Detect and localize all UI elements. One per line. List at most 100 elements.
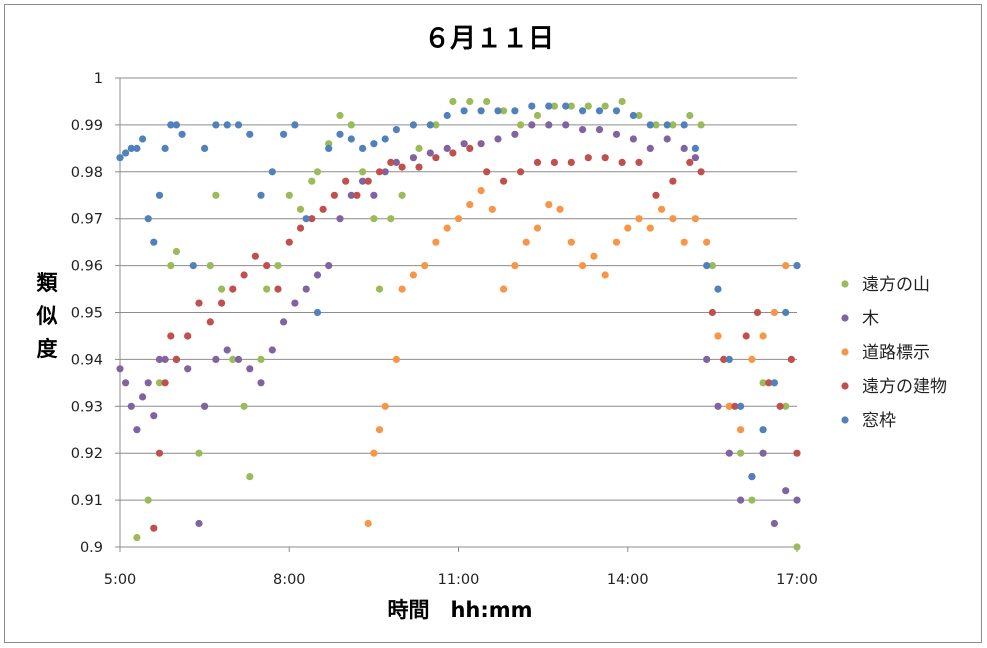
data-point — [725, 449, 733, 457]
y-axis-title-char: 似 — [36, 304, 58, 328]
data-point — [793, 449, 801, 457]
data-point — [567, 158, 575, 166]
y-tick-labels: 0.9 0.91 0.92 0.93 0.94 0.95 0.96 0.97 0.98 0.99 1 — [71, 71, 103, 556]
data-point — [669, 215, 677, 223]
data-point — [291, 299, 299, 307]
data-point — [725, 355, 733, 363]
data-point — [522, 238, 530, 246]
legend-item: 遠方の山 — [841, 275, 930, 295]
data-point — [364, 519, 372, 528]
data-point — [426, 149, 434, 157]
y-tick-label: 0.97 — [71, 212, 103, 228]
data-point — [167, 262, 175, 270]
data-point — [313, 168, 322, 176]
data-point — [212, 191, 220, 199]
data-point — [703, 262, 711, 270]
data-point — [263, 285, 271, 293]
data-point — [629, 111, 638, 120]
data-point — [477, 107, 485, 115]
data-point — [517, 121, 525, 129]
data-point — [161, 379, 169, 387]
data-point — [426, 121, 434, 129]
series-窓枠 — [116, 102, 801, 481]
data-point — [579, 262, 587, 270]
data-point — [387, 215, 395, 223]
y-tick-label: 0.96 — [71, 259, 103, 275]
data-point — [443, 111, 451, 120]
data-point — [375, 426, 384, 434]
data-point — [500, 177, 508, 185]
data-point — [443, 144, 451, 152]
data-point — [234, 355, 243, 363]
data-point — [646, 224, 654, 232]
data-point — [725, 402, 733, 410]
data-point — [201, 144, 209, 152]
data-point — [150, 412, 158, 420]
series-遠方の建物 — [150, 144, 801, 532]
data-point — [477, 140, 485, 148]
data-point — [133, 426, 141, 434]
data-point — [691, 154, 700, 162]
data-point — [782, 308, 790, 317]
data-point — [443, 224, 451, 232]
data-point — [206, 318, 214, 326]
data-point — [624, 224, 632, 232]
legend-marker — [841, 416, 849, 424]
data-point — [652, 191, 660, 199]
data-point — [409, 154, 417, 162]
data-point — [285, 238, 293, 246]
data-point — [449, 149, 457, 157]
data-point — [308, 177, 316, 185]
data-point — [172, 121, 180, 129]
data-point — [325, 144, 333, 152]
data-point — [533, 158, 542, 166]
data-point — [398, 285, 406, 293]
data-point — [533, 224, 542, 232]
data-point — [302, 215, 310, 223]
data-point — [195, 299, 203, 307]
x-axis-title: 時間 hh:mm — [387, 598, 532, 622]
data-point — [748, 473, 756, 481]
data-point — [336, 111, 344, 120]
data-point — [375, 168, 384, 176]
data-point — [161, 144, 169, 152]
data-point — [234, 121, 243, 129]
legend-label: 遠方の山 — [862, 275, 930, 295]
data-point — [218, 285, 226, 293]
data-point — [246, 130, 254, 138]
data-point — [584, 102, 592, 110]
data-point — [714, 332, 722, 340]
data-point — [223, 121, 231, 129]
data-point — [178, 130, 186, 138]
legend-label: 木 — [862, 309, 879, 329]
data-point — [663, 121, 671, 129]
data-point — [669, 177, 677, 185]
data-point — [488, 205, 496, 213]
data-point — [494, 135, 502, 143]
legend-item: 木 — [841, 309, 879, 329]
data-point — [759, 449, 767, 457]
legend-label: 遠方の建物 — [862, 377, 947, 397]
data-point — [359, 177, 367, 185]
data-point — [212, 355, 220, 363]
data-point — [381, 135, 389, 143]
data-point — [302, 285, 310, 293]
data-point — [680, 238, 688, 246]
data-point — [449, 97, 457, 106]
data-point — [285, 191, 293, 199]
data-point — [545, 102, 553, 110]
legend-item: 道路標示 — [841, 343, 930, 363]
data-point — [381, 402, 389, 410]
data-point — [533, 111, 542, 120]
data-point — [601, 102, 609, 110]
data-point — [714, 402, 722, 410]
data-point — [629, 135, 638, 143]
data-point — [409, 271, 417, 279]
y-axis-title: 類似度 — [36, 271, 59, 361]
data-point — [432, 238, 440, 246]
data-point — [415, 163, 423, 171]
data-point — [144, 379, 152, 387]
y-tick-label: 0.93 — [71, 399, 103, 415]
data-point — [274, 285, 282, 293]
